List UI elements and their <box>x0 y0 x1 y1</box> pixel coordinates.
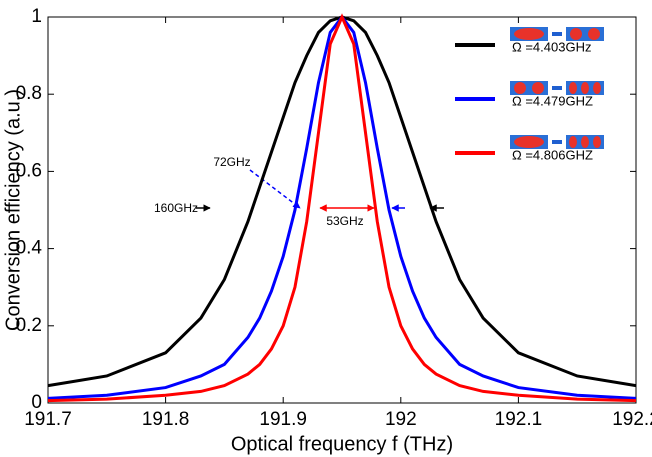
annotation: 72GHz <box>213 155 250 169</box>
y-tick-label: 0.4 <box>16 238 43 259</box>
series-line <box>47 15 637 388</box>
y-tick-label: 0.8 <box>16 83 42 104</box>
x-tick-label: 191.8 <box>142 409 190 430</box>
x-tick-label: 191.7 <box>24 409 72 430</box>
series-line <box>47 13 637 403</box>
arrow <box>249 169 301 209</box>
mode-icon <box>510 27 604 41</box>
y-tick-label: 0.6 <box>16 160 42 181</box>
mode-icon <box>510 135 604 149</box>
mode-icons <box>510 27 604 149</box>
mode-icon <box>510 81 604 95</box>
x-tick-label: 192.1 <box>495 409 543 430</box>
x-tick-label: 192 <box>385 409 417 430</box>
x-tick-label: 191.9 <box>259 409 307 430</box>
plot-frame <box>47 16 637 404</box>
y-tick-label: 0 <box>31 392 42 413</box>
legend-label: Ω =4.806GHZ <box>512 147 593 162</box>
width-arrows <box>196 169 444 212</box>
y-tick-label: 1 <box>31 6 42 27</box>
legend-label: Ω =4.479GHZ <box>512 93 593 108</box>
legend-label: Ω =4.403GHz <box>512 39 591 54</box>
y-tick-label: 0.2 <box>16 315 42 336</box>
annotation: 160GHz <box>154 201 198 215</box>
annotation: 53GHz <box>326 214 363 228</box>
x-axis-label: Optical frequency f (THz) <box>231 433 453 455</box>
x-tick-label: 192.2 <box>612 409 652 430</box>
y-axis-label: Conversion efficiency (a.u.) <box>2 89 24 331</box>
